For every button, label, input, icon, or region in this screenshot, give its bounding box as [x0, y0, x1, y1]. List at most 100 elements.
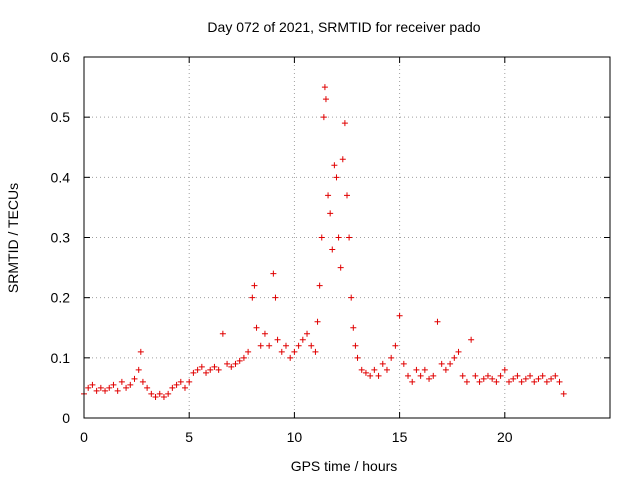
- data-point: [173, 381, 180, 388]
- data-point: [405, 372, 412, 379]
- data-point: [358, 366, 365, 373]
- data-point: [371, 366, 378, 373]
- data-point: [352, 342, 359, 349]
- data-point: [198, 363, 205, 370]
- data-point: [497, 372, 504, 379]
- x-tick-label: 15: [392, 429, 408, 445]
- data-point: [375, 372, 382, 379]
- data-point: [518, 378, 525, 385]
- data-point: [215, 366, 222, 373]
- data-point: [181, 384, 188, 391]
- data-point: [228, 363, 235, 370]
- data-point: [339, 156, 346, 163]
- data-point: [308, 342, 315, 349]
- y-tick-label: 0.6: [51, 49, 71, 65]
- y-axis-label: SRMTID / TECUs: [5, 183, 21, 293]
- data-point: [531, 378, 538, 385]
- data-point: [118, 378, 125, 385]
- data-point: [219, 330, 226, 337]
- data-point: [245, 348, 252, 355]
- data-point: [426, 375, 433, 382]
- data-point: [413, 366, 420, 373]
- y-axis: 0 0.1 0.2 0.3 0.4 0.5 0.6: [51, 49, 610, 426]
- x-tick-label: 20: [497, 429, 513, 445]
- data-point: [501, 366, 508, 373]
- data-point: [232, 360, 239, 367]
- data-point: [493, 378, 500, 385]
- data-point: [93, 387, 100, 394]
- data-point: [438, 360, 445, 367]
- data-point: [350, 324, 357, 331]
- data-point: [314, 318, 321, 325]
- data-point: [203, 369, 210, 376]
- data-point: [417, 372, 424, 379]
- data-point: [274, 336, 281, 343]
- x-tick-label: 5: [185, 429, 193, 445]
- y-tick-label: 0.1: [51, 350, 71, 366]
- data-point: [304, 330, 311, 337]
- data-point: [249, 294, 256, 301]
- data-point: [468, 336, 475, 343]
- data-point: [312, 348, 319, 355]
- data-point: [135, 366, 142, 373]
- data-point: [282, 342, 289, 349]
- data-point: [278, 348, 285, 355]
- data-point: [97, 384, 104, 391]
- data-point: [421, 366, 428, 373]
- data-point: [535, 375, 542, 382]
- data-point: [442, 366, 449, 373]
- data-point: [506, 378, 513, 385]
- data-point: [160, 393, 167, 400]
- data-point: [102, 387, 109, 394]
- y-tick-label: 0.3: [51, 230, 71, 246]
- data-point: [367, 372, 374, 379]
- data-point: [137, 348, 144, 355]
- data-point: [106, 384, 113, 391]
- data-point: [348, 294, 355, 301]
- data-point: [299, 336, 306, 343]
- data-point: [329, 246, 336, 253]
- data-point: [85, 384, 92, 391]
- x-tick-label: 0: [80, 429, 88, 445]
- data-point: [331, 162, 338, 169]
- data-point: [400, 360, 407, 367]
- data-point: [127, 381, 134, 388]
- data-point: [194, 366, 201, 373]
- data-point: [388, 354, 395, 361]
- data-point: [346, 234, 353, 241]
- data-point: [335, 234, 342, 241]
- data-point: [463, 378, 470, 385]
- data-point: [272, 294, 279, 301]
- data-point: [451, 354, 458, 361]
- x-axis-label: GPS time / hours: [291, 458, 398, 474]
- data-point: [476, 378, 483, 385]
- data-point: [333, 174, 340, 181]
- data-point: [379, 360, 386, 367]
- data-point: [510, 375, 517, 382]
- data-point: [186, 378, 193, 385]
- data-point: [253, 324, 260, 331]
- data-point: [472, 372, 479, 379]
- data-point: [211, 363, 218, 370]
- data-point: [291, 348, 298, 355]
- data-point: [409, 378, 416, 385]
- data-point: [430, 372, 437, 379]
- data-point: [337, 264, 344, 271]
- data-point: [152, 393, 159, 400]
- y-tick-label: 0.2: [51, 290, 71, 306]
- data-point: [148, 390, 155, 397]
- data-point: [459, 372, 466, 379]
- data-point: [354, 354, 361, 361]
- data-point: [169, 384, 176, 391]
- chart-title: Day 072 of 2021, SRMTID for receiver pad…: [207, 19, 480, 35]
- data-point: [270, 270, 277, 277]
- data-point: [522, 375, 529, 382]
- data-point: [110, 381, 117, 388]
- data-point: [392, 342, 399, 349]
- data-point: [527, 372, 534, 379]
- data-points: [81, 84, 567, 400]
- data-point: [327, 210, 334, 217]
- y-tick-label: 0.4: [51, 169, 71, 185]
- x-tick-label: 10: [287, 429, 303, 445]
- data-point: [236, 357, 243, 364]
